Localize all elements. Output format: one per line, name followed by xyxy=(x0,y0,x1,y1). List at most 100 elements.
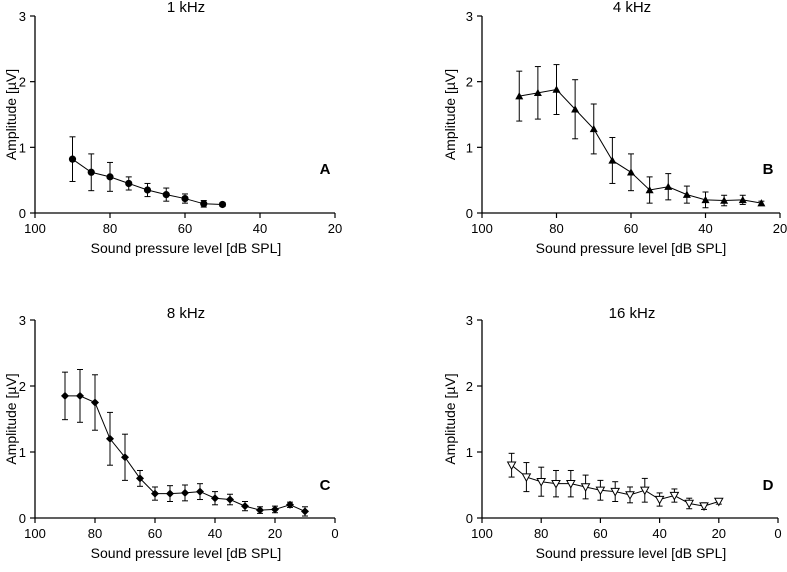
x-tick-label: 0 xyxy=(774,526,781,541)
data-point xyxy=(87,168,95,176)
data-point xyxy=(196,487,204,496)
panel-label: B xyxy=(763,161,774,178)
y-tick-label: 0 xyxy=(19,206,26,221)
panel-label: C xyxy=(320,477,331,494)
x-axis-label: Sound pressure level [dB SPL] xyxy=(91,545,282,561)
data-point xyxy=(571,105,580,113)
y-axis-label: Amplitude [µV] xyxy=(3,373,19,464)
x-tick-label: 40 xyxy=(253,221,267,236)
data-point xyxy=(76,391,84,400)
y-tick-label: 1 xyxy=(466,140,473,155)
x-tick-label: 60 xyxy=(178,221,192,236)
data-point xyxy=(682,190,691,198)
y-tick-label: 2 xyxy=(19,379,26,394)
data-point xyxy=(565,479,576,489)
y-axis-label: Amplitude [µV] xyxy=(3,69,19,160)
y-tick-label: 0 xyxy=(466,206,473,221)
data-point xyxy=(720,196,729,204)
x-tick-label: 20 xyxy=(268,526,282,541)
y-tick-label: 0 xyxy=(466,511,473,526)
data-point xyxy=(645,186,654,194)
data-point xyxy=(684,499,695,509)
data-point xyxy=(589,124,598,133)
data-point xyxy=(106,434,114,443)
data-point xyxy=(580,483,591,493)
data-point xyxy=(200,200,208,208)
chart-panel-b: 0 1 2 3 100 80 60 40 20 4 kHz B Sound pressure leve… xyxy=(442,0,787,256)
data-point xyxy=(181,488,189,497)
y-tick-label: 1 xyxy=(19,140,26,155)
data-point xyxy=(757,199,766,207)
series-line xyxy=(72,158,223,205)
chart-panel-a: 0 1 2 3 100 80 60 40 20 1 kHz A Sound pressure leve… xyxy=(3,0,342,256)
y-tick-label: 3 xyxy=(19,313,26,328)
x-tick-label: 20 xyxy=(328,221,342,236)
data-point xyxy=(669,491,680,501)
data-point xyxy=(256,506,264,515)
data-point xyxy=(610,487,621,497)
data-point xyxy=(506,461,517,471)
data-point xyxy=(713,497,724,507)
x-tick-label: 0 xyxy=(331,526,338,541)
data-point xyxy=(125,179,133,188)
y-tick-label: 2 xyxy=(466,379,473,394)
data-point xyxy=(91,398,99,407)
y-tick-label: 0 xyxy=(19,511,26,526)
x-axis-label: Sound pressure level [dB SPL] xyxy=(91,240,282,256)
x-tick-label: 40 xyxy=(698,221,712,236)
data-point xyxy=(286,500,294,509)
x-axis-label: Sound pressure level [dB SPL] xyxy=(536,240,727,256)
x-tick-label: 100 xyxy=(24,526,46,541)
data-point xyxy=(143,186,152,194)
x-tick-label: 80 xyxy=(103,221,117,236)
data-point xyxy=(533,88,542,97)
data-point xyxy=(162,191,170,199)
x-tick-label: 20 xyxy=(712,526,726,541)
y-axis-label: Amplitude [µV] xyxy=(442,373,458,464)
x-tick-label: 80 xyxy=(534,526,548,541)
chart-title: 8 kHz xyxy=(167,305,205,322)
data-point xyxy=(654,495,665,505)
x-tick-label: 100 xyxy=(471,221,493,236)
data-point xyxy=(521,473,532,483)
data-point xyxy=(136,474,144,483)
data-point xyxy=(218,200,227,209)
data-point xyxy=(699,502,709,512)
data-point xyxy=(301,507,309,516)
data-point xyxy=(701,195,710,204)
data-point xyxy=(515,92,524,100)
y-tick-label: 3 xyxy=(19,9,26,24)
y-tick-label: 3 xyxy=(466,313,473,328)
data-point xyxy=(61,391,69,400)
panel-label: D xyxy=(763,477,774,494)
x-tick-label: 40 xyxy=(208,526,222,541)
y-tick-label: 3 xyxy=(466,9,473,24)
x-tick-label: 80 xyxy=(88,526,102,541)
data-point xyxy=(271,505,279,514)
chart-title: 1 kHz xyxy=(167,0,205,16)
data-point xyxy=(627,168,635,176)
x-tick-label: 20 xyxy=(773,221,787,236)
chart-title: 4 kHz xyxy=(613,0,651,16)
y-tick-label: 2 xyxy=(19,75,26,90)
data-point xyxy=(536,478,547,487)
data-point xyxy=(664,182,673,190)
data-point xyxy=(639,486,650,496)
data-point xyxy=(226,495,234,504)
data-point xyxy=(106,173,114,181)
data-point xyxy=(551,479,561,489)
panel-label: A xyxy=(320,161,331,178)
data-point xyxy=(211,494,219,503)
chart-panel-c: 0 1 2 3 100 80 60 40 20 0 8 kHz C Sound pressure lev… xyxy=(3,305,339,561)
x-tick-label: 100 xyxy=(24,221,46,236)
data-point xyxy=(738,195,747,204)
chart-panel-d: 0 1 2 3 100 80 60 40 20 0 16 kHz D Sound pressure le… xyxy=(442,305,782,561)
x-tick-label: 100 xyxy=(471,526,493,541)
data-point xyxy=(552,85,561,93)
y-tick-label: 2 xyxy=(466,75,473,90)
x-tick-label: 60 xyxy=(148,526,162,541)
data-point xyxy=(166,489,174,498)
data-point xyxy=(595,486,606,496)
